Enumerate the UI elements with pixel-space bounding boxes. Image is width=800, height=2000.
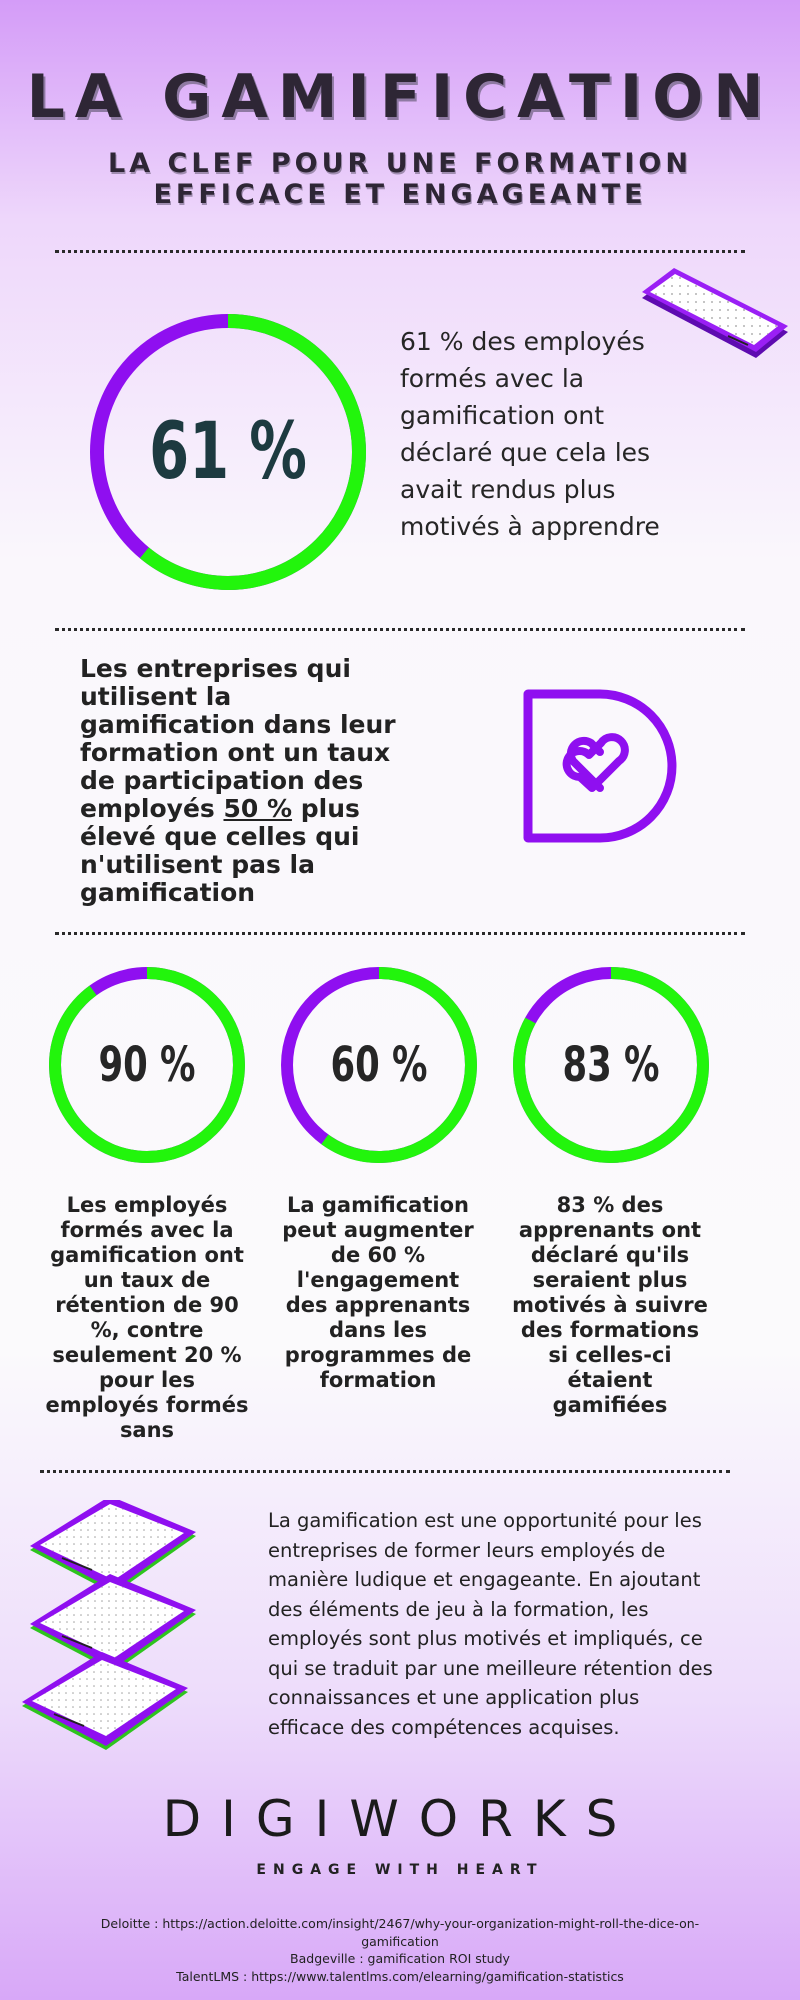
stat-3b-text: La gamification peut augmenter de 60 % l…	[282, 1193, 474, 1392]
stacked-tablets-illustration	[22, 1496, 212, 1756]
heart-d-logo-icon	[520, 688, 680, 848]
subtitle-line-1: LA CLEF POUR UNE FORMATION	[108, 148, 692, 179]
brand-logo: DIGIWORKS	[162, 1790, 638, 1848]
divider-3	[55, 932, 745, 935]
stat-3a-text: Les employés formés avec la gamification…	[45, 1193, 249, 1442]
ring-progress	[90, 314, 366, 590]
ring-progress	[49, 967, 245, 1163]
source-item: Deloitte : https://action.deloitte.com/i…	[100, 1916, 700, 1949]
brand-tagline: ENGAGE WITH HEART	[256, 1862, 544, 1878]
divider-1	[55, 250, 745, 253]
source-item: TalentLMS : https://www.talentlms.com/el…	[176, 1968, 624, 1984]
stat-2-text: Les entreprises qui utilisent la gamific…	[80, 655, 410, 907]
source-item: Badgeville : gamification ROI study	[290, 1951, 510, 1966]
ring-progress	[513, 967, 709, 1163]
divider-4	[40, 1470, 730, 1473]
divider-2	[55, 628, 745, 631]
stat-3c-text: 83 % des apprenants ont déclaré qu'ils s…	[512, 1193, 708, 1417]
sources: Deloitte : https://action.deloitte.com/i…	[80, 1915, 720, 1985]
ring-progress	[281, 967, 477, 1163]
stat-value: 90 %	[98, 1037, 196, 1093]
subtitle-line-2: EFFICACE ET ENGAGEANTE	[153, 179, 647, 210]
stat-value: 60 %	[330, 1037, 428, 1093]
stat-ring-90: 90 %	[48, 966, 246, 1164]
stat-value: 83 %	[562, 1037, 660, 1093]
stat-2-text-after: plus élevé que celles qui n'utilisent pa…	[80, 794, 360, 907]
conclusion-text: La gamification est une opportunité pour…	[268, 1509, 713, 1739]
phone-illustration	[638, 268, 790, 364]
page-subtitle: LA CLEF POUR UNE FORMATION EFFICACE ET E…	[0, 148, 800, 210]
stat-ring-61: 61 %	[88, 312, 368, 592]
stat-2-text-before: Les entreprises qui utilisent la gamific…	[80, 654, 396, 823]
stat-ring-60: 60 %	[280, 966, 478, 1164]
stat-value: 61 %	[149, 407, 307, 497]
page-title: LA GAMIFICATION	[26, 62, 774, 132]
stat-ring-83: 83 %	[512, 966, 710, 1164]
stat-2-highlight: 50 %	[223, 794, 293, 823]
stat-1-text: 61 % des employés formés avec la gamific…	[400, 327, 660, 541]
